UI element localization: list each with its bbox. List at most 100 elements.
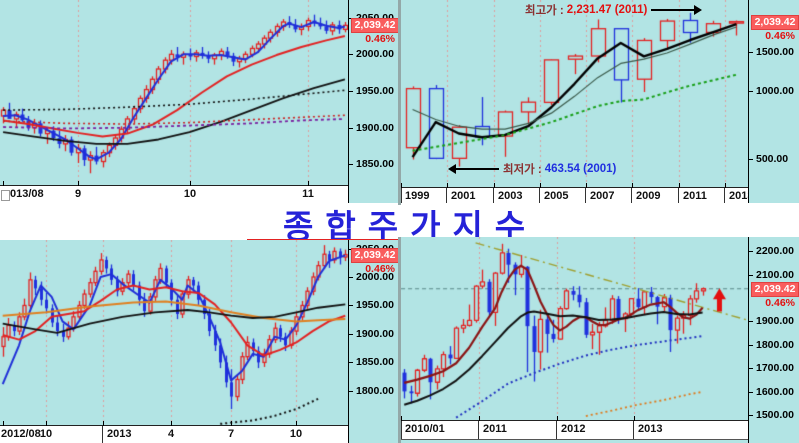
current-price-badge: 2,039.42 — [751, 15, 799, 30]
current-price-badge: 2,039.42 — [351, 248, 399, 263]
x-axis-tick — [447, 183, 448, 188]
title-band: 종합주가지수 — [0, 203, 799, 245]
y-axis-tick — [749, 52, 753, 53]
daily-y-axis: 2050.002000.001950.001900.001850.002,039… — [348, 0, 400, 203]
daily-plot-canvas[interactable] — [0, 0, 348, 185]
change-percent: 0.46% — [765, 297, 795, 309]
x-axis-label: 2010/01 — [405, 423, 445, 435]
x-axis-label: 2013 — [638, 423, 663, 435]
x-axis-separator — [724, 188, 725, 206]
x-axis-separator — [633, 421, 634, 439]
x-axis-tick — [296, 421, 297, 426]
y-axis-tick — [749, 368, 753, 369]
arrow-left-icon — [448, 164, 499, 174]
y-axis-tick — [349, 91, 353, 92]
y-axis-tick — [749, 275, 753, 276]
x-axis-separator — [631, 188, 632, 206]
x-axis-separator — [401, 188, 402, 206]
y-axis-tick-label: 1700.00 — [756, 362, 794, 374]
y-axis-tick-label: 1900.00 — [756, 315, 794, 327]
x-axis-separator — [401, 421, 402, 439]
x-axis-label: 2011 — [483, 423, 507, 435]
x-axis-separator — [446, 188, 447, 206]
x-axis-tick — [479, 416, 480, 421]
highest-price-annotation: 최고가 : 2,231.47 (2011) — [525, 2, 703, 18]
y-axis-tick — [349, 362, 353, 363]
x-axis-label: 2001 — [451, 190, 476, 202]
y-axis-tick-label: 2200.00 — [756, 245, 794, 257]
y-axis-tick — [749, 91, 753, 92]
y-axis-tick — [749, 415, 753, 416]
panel-yearly-chart: 최고가 : 2,231.47 (2011) 최저가 : 463.54 (2001… — [401, 0, 799, 207]
x-axis-tick — [171, 421, 172, 426]
x-axis-label: 10 — [39, 428, 53, 440]
axis-stub-box — [1, 190, 10, 201]
y-axis-tick-label: 1850.00 — [356, 356, 394, 368]
y-axis-tick-label: 1500.00 — [756, 409, 794, 421]
monthly-plot-canvas[interactable] — [401, 237, 748, 420]
x-axis-label: 2012/08 — [1, 428, 41, 440]
x-axis-label: 2013 — [729, 190, 754, 202]
current-price-badge: 2,039.42 — [351, 18, 399, 33]
yearly-plot-canvas[interactable] — [401, 0, 748, 187]
y-axis-tick-label: 2000.00 — [356, 271, 394, 283]
y-axis-tick-label: 1850.00 — [356, 158, 394, 170]
x-axis-label: 7 — [227, 428, 235, 440]
x-axis-tick — [401, 183, 402, 188]
x-axis-separator — [478, 421, 479, 439]
lowest-price-value: 463.54 (2001) — [544, 163, 617, 175]
y-axis-tick-label: 2100.00 — [756, 269, 794, 281]
lowest-price-annotation: 최저가 : 463.54 (2001) — [448, 161, 617, 177]
x-axis-separator — [539, 188, 540, 206]
x-axis-label: 1999 — [405, 190, 430, 202]
y-axis-tick-label: 1800.00 — [356, 385, 394, 397]
x-axis-label: 11 — [302, 188, 314, 200]
y-axis-tick — [349, 277, 353, 278]
y-axis-tick — [749, 251, 753, 252]
y-axis-tick — [349, 305, 353, 306]
x-axis-tick — [401, 416, 402, 421]
panel-monthly-chart: 2010/01 2011 2012 2013 2200.00 2100.00 1900.0… — [401, 237, 799, 443]
weekly-plot-canvas[interactable] — [0, 240, 348, 425]
y-axis-tick-label: 2000.00 — [356, 48, 394, 60]
x-axis-label: 2007 — [590, 190, 615, 202]
x-axis-label: 2003 — [498, 190, 523, 202]
x-axis-label: 2009 — [636, 190, 661, 202]
y-axis-tick — [749, 345, 753, 346]
x-axis-label: 10 — [289, 428, 303, 440]
y-axis-tick-label: 1000.00 — [756, 85, 794, 97]
current-price-badge: 2,039.42 — [751, 282, 799, 297]
x-axis-label: 013/08 — [10, 188, 44, 200]
monthly-y-axis: 2200.00 2100.00 1900.00 1800.00 1700.00 1600.… — [748, 237, 799, 443]
x-axis-label: 9 — [74, 188, 82, 200]
monthly-x-axis: 2010/01 2011 2012 2013 — [401, 416, 748, 440]
x-axis-label: 2012 — [561, 423, 586, 435]
x-axis-tick — [3, 421, 4, 426]
x-axis-tick — [190, 181, 191, 186]
x-axis-label: 10 — [183, 188, 197, 200]
lowest-price-label: 최저가 : — [503, 164, 542, 176]
y-axis-tick — [349, 391, 353, 392]
change-percent: 0.46% — [765, 30, 795, 42]
x-axis-tick — [557, 416, 558, 421]
panel-divider-bottom — [398, 237, 401, 443]
highest-price-value: 2,231.47 (2011) — [566, 4, 648, 16]
y-axis-tick-label: 1950.00 — [356, 299, 394, 311]
x-axis-tick — [103, 421, 104, 426]
yearly-y-axis: 1500.00 1000.00 500.00 2,039.42 0.46% — [748, 0, 799, 205]
y-axis-tick — [749, 392, 753, 393]
y-axis-tick — [749, 159, 753, 160]
x-axis-separator — [585, 188, 586, 206]
panel-divider-top — [398, 0, 401, 205]
x-axis-label: 2005 — [544, 190, 569, 202]
y-axis-tick-label: 1900.00 — [356, 122, 394, 134]
change-percent: 0.46% — [365, 263, 395, 275]
y-axis-tick — [349, 128, 353, 129]
y-axis-tick-label: 1800.00 — [756, 339, 794, 351]
y-axis-tick — [349, 164, 353, 165]
x-axis-tick — [586, 183, 587, 188]
x-axis-label: 2011 — [683, 190, 707, 202]
x-axis-separator — [493, 188, 494, 206]
